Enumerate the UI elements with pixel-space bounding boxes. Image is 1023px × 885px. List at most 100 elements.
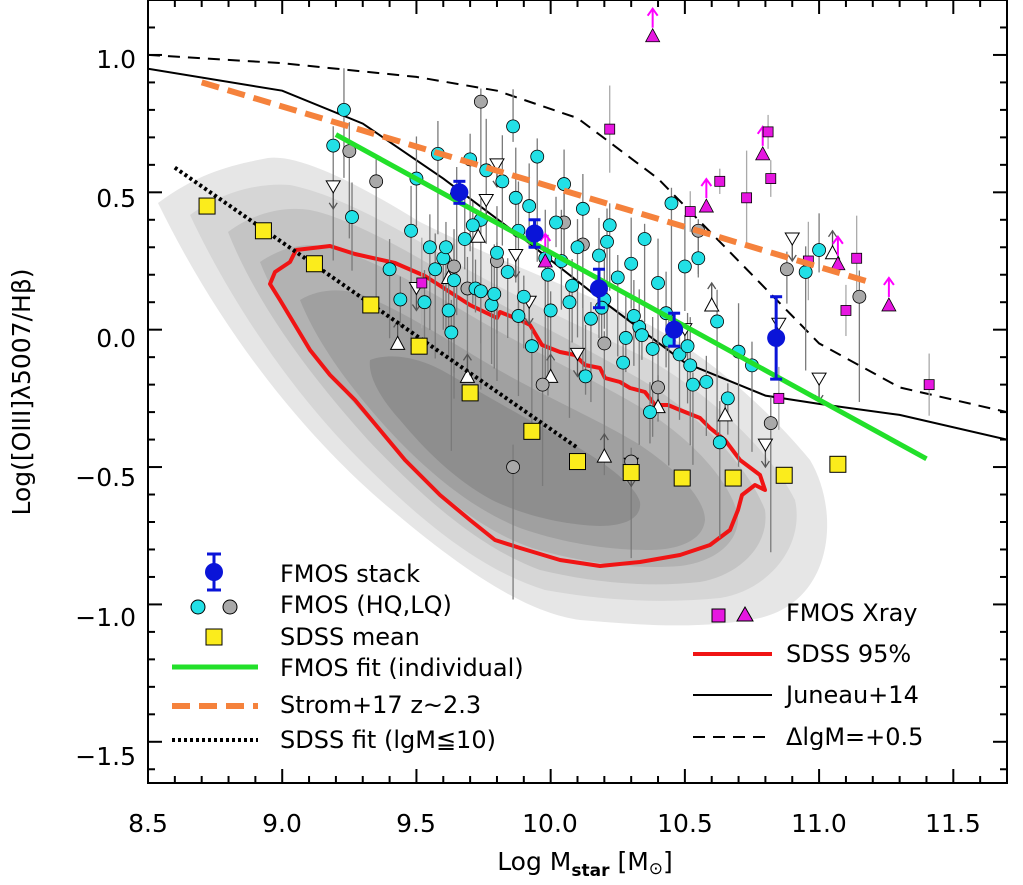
hq-point xyxy=(404,223,418,238)
dlgm-line xyxy=(148,53,1007,414)
hq-point xyxy=(500,265,515,279)
hq-point xyxy=(584,311,598,326)
y-tick-labels: −1.5 −1.0 −0.5 0.0 0.5 1.0 xyxy=(75,45,136,771)
sdss-mean-point xyxy=(254,222,272,240)
lq-point xyxy=(597,336,612,351)
xray-arrow-head xyxy=(646,6,659,17)
sdss-95-contour xyxy=(268,244,767,568)
hq-point xyxy=(610,270,625,285)
hq-point xyxy=(543,303,558,318)
xray-arrow-head xyxy=(832,235,844,245)
lq-point xyxy=(763,416,778,430)
limit-triangle xyxy=(757,438,774,453)
sdss-mean-point xyxy=(775,466,793,484)
sdss-mean-points xyxy=(198,197,847,487)
limit-arrow-head xyxy=(827,229,838,238)
xray-square xyxy=(416,277,428,289)
sdss-mean-point xyxy=(362,296,380,314)
limit-triangle xyxy=(470,228,487,243)
limit-triangle xyxy=(770,317,787,332)
hq-point xyxy=(602,218,617,233)
legend-left: FMOS stack FMOS (HQ,LQ) SDSS mean FMOS f… xyxy=(172,552,524,754)
hq-point xyxy=(710,314,724,329)
hq-point xyxy=(565,278,580,293)
x-tick-label: 9.0 xyxy=(262,809,302,838)
x-axis-label-sub: star xyxy=(571,861,610,881)
limit-triangle xyxy=(507,249,524,263)
limit-triangle xyxy=(717,406,733,422)
xray-triangle xyxy=(881,297,897,312)
sdss-fit-line xyxy=(173,165,579,450)
x-tick-label: 10.5 xyxy=(657,809,713,838)
hq-point xyxy=(447,273,461,288)
hq-point xyxy=(541,267,555,282)
hq-point xyxy=(428,262,443,277)
lq-point xyxy=(506,460,520,474)
sdss-mean-point xyxy=(523,422,541,440)
fmos-xray-points xyxy=(416,6,935,404)
sdss-mean-point xyxy=(724,469,742,487)
legend-sdss-fit-label: SDSS fit (lgM≦10) xyxy=(280,726,496,754)
limit-triangle xyxy=(824,244,841,260)
legend-stack-marker xyxy=(205,563,223,581)
legend-stack-symbol xyxy=(205,552,223,592)
lq-point xyxy=(779,262,794,277)
hq-point xyxy=(570,240,585,255)
hq-point xyxy=(422,240,437,255)
hq-point xyxy=(511,309,526,323)
limit-triangle xyxy=(489,158,505,172)
lq-point xyxy=(447,259,461,274)
hq-point xyxy=(549,215,563,230)
hq-point xyxy=(441,303,456,318)
limit-triangle xyxy=(784,232,801,247)
hq-point xyxy=(530,149,545,164)
y-axis-label: Log([OIII]λ5007/Hβ) xyxy=(7,268,36,515)
x-tick-label: 11.5 xyxy=(925,809,981,838)
hq-point xyxy=(624,256,639,271)
limit-triangle xyxy=(478,194,495,208)
x-tick-label: 8.5 xyxy=(128,809,168,838)
legend-dlgm-label: ΔlgM=+0.5 xyxy=(786,723,923,751)
y-tick-label: −0.5 xyxy=(75,463,136,492)
xray-square xyxy=(604,123,616,135)
lq-point xyxy=(473,94,488,109)
xray-square xyxy=(684,206,696,217)
hq-point xyxy=(473,284,488,299)
hq-point xyxy=(616,355,631,370)
axis-ticks xyxy=(147,0,1008,783)
hq-point xyxy=(600,234,614,249)
lq-point xyxy=(535,377,550,392)
fmos-fit-line xyxy=(334,132,928,461)
legend-sdss-mean-label: SDSS mean xyxy=(280,623,420,651)
x-axis-label-unit: [M xyxy=(617,847,648,876)
limit-arrow-head xyxy=(707,281,717,290)
hq-point xyxy=(677,259,692,274)
lq-point xyxy=(369,174,384,189)
xray-square xyxy=(714,175,726,187)
sdss-mean-point xyxy=(673,469,691,487)
hq-point xyxy=(635,328,649,343)
x-tick-labels: 8.5 9.0 9.5 10.0 10.5 11.0 11.5 xyxy=(128,809,981,838)
hq-point xyxy=(465,218,480,233)
legend-xray-label: FMOS Xray xyxy=(786,599,917,627)
limit-triangle xyxy=(811,372,827,387)
limit-arrow-head xyxy=(546,353,556,361)
y-tick-label: 1.0 xyxy=(96,45,136,74)
x-axis-label-unit-close: ] xyxy=(663,847,673,876)
hq-point xyxy=(382,262,397,277)
hq-point xyxy=(575,201,590,216)
x-tick-label: 10.0 xyxy=(522,809,578,838)
xray-square xyxy=(923,379,935,391)
xray-arrow-head xyxy=(883,276,895,286)
hq-point xyxy=(618,331,633,345)
hq-point xyxy=(345,210,359,224)
limit-triangle xyxy=(596,448,613,463)
xray-square xyxy=(840,305,852,316)
hq-point xyxy=(720,391,735,406)
legend-lq-marker xyxy=(222,599,238,615)
sdss-mean-point xyxy=(198,197,216,215)
x-tick-label: 11.0 xyxy=(791,809,847,838)
hq-point xyxy=(557,177,571,191)
legend-sdss95-label: SDSS 95% xyxy=(786,640,911,668)
